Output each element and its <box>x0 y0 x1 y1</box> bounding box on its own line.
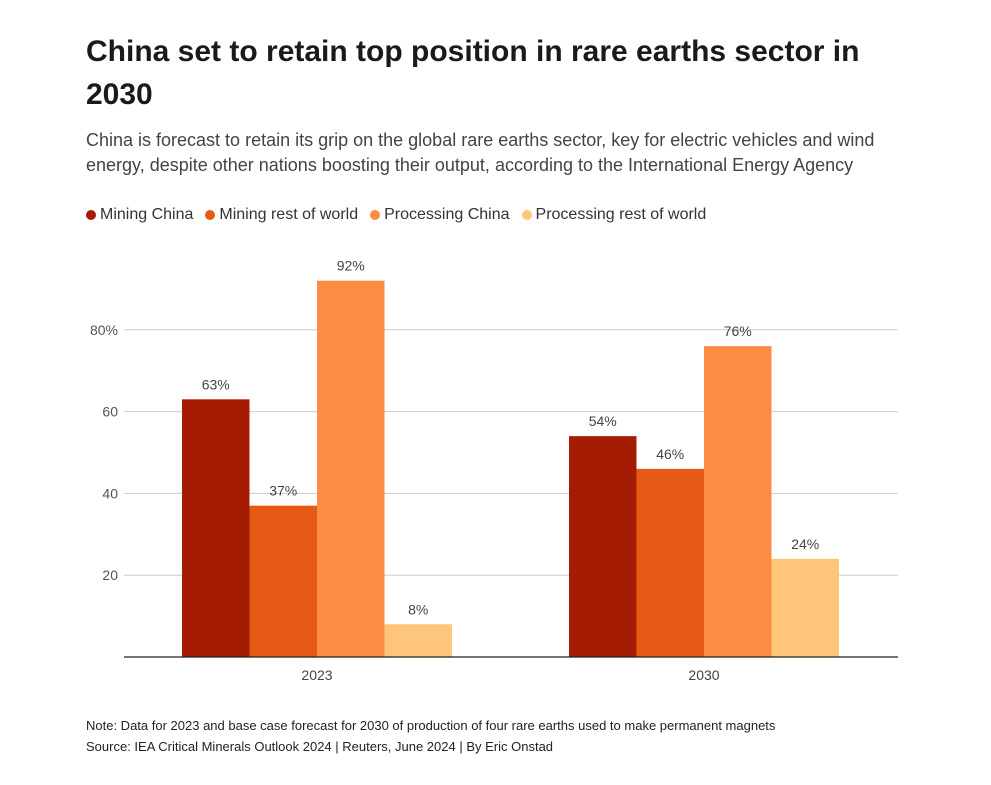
bar <box>182 399 250 657</box>
legend-swatch-processing-china <box>370 210 381 220</box>
legend-item-mining-rest-of-world: Mining rest of world <box>205 206 358 224</box>
bar <box>569 436 637 657</box>
bar <box>771 558 839 657</box>
data-label: 54% <box>589 413 617 429</box>
legend-item-mining-china: Mining China <box>86 206 193 224</box>
legend-label-processing-rest-of-world: Processing rest of world <box>535 206 707 223</box>
legend-swatch-mining-china <box>86 210 96 220</box>
legend-item-processing-china: Processing China <box>370 206 510 224</box>
legend-label-processing-china: Processing China <box>384 206 510 223</box>
legend-swatch-mining-rest-of-world <box>205 210 216 220</box>
chart-subtitle: China is forecast to retain its grip on … <box>86 130 875 175</box>
y-tick-label: 20 <box>102 567 118 583</box>
bar <box>249 505 317 657</box>
bar-chart: 20 40 60 80% 63% 37% 92% 8% 2023 54% 46% 76% 24% 2030 <box>90 258 898 683</box>
legend-swatch-processing-rest-of-world <box>521 210 532 220</box>
legend-item-processing-rest-of-world: Processing rest of world <box>521 206 707 224</box>
legend-label-mining-china: Mining China <box>100 206 194 223</box>
y-tick-label: 40 <box>102 485 118 501</box>
legend-label-mining-rest-of-world: Mining rest of world <box>219 206 359 223</box>
footnote: Note: Data for 2023 and base case foreca… <box>86 715 775 757</box>
data-label: 63% <box>202 376 230 392</box>
data-label: 37% <box>269 483 297 499</box>
y-tick-label: 80% <box>90 322 118 338</box>
data-label: 92% <box>337 258 365 274</box>
note-text: Note: Data for 2023 and base case foreca… <box>86 718 776 733</box>
bar <box>384 624 452 657</box>
source-text: Source: IEA Critical Minerals Outlook 20… <box>86 739 554 754</box>
bar <box>704 346 772 657</box>
data-label: 24% <box>791 536 819 552</box>
legend: Mining China Mining rest of world Proces… <box>86 206 718 224</box>
x-tick-label: 2023 <box>301 667 332 683</box>
data-label: 8% <box>408 601 428 617</box>
chart-title: China set to retain top position in rare… <box>86 35 860 111</box>
data-label: 46% <box>656 446 684 462</box>
y-tick-label: 60 <box>102 404 118 420</box>
data-label: 76% <box>724 323 752 339</box>
bar <box>636 468 704 657</box>
x-tick-label: 2030 <box>688 667 719 683</box>
bar <box>317 280 385 657</box>
